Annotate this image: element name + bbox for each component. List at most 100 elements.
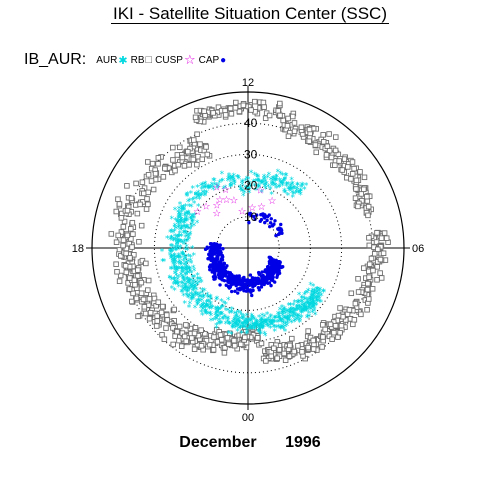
rb-point	[340, 313, 346, 320]
series-aur: ******* ** ********* ***************** *****…	[160, 168, 327, 342]
rb-point	[305, 328, 311, 334]
rb-point	[364, 307, 370, 313]
aur-point: *	[176, 239, 181, 249]
cap-point	[218, 261, 223, 266]
rb-point	[179, 154, 186, 161]
rb-point	[189, 335, 195, 341]
aur-point: *	[175, 240, 180, 250]
aur-point: *	[236, 174, 241, 184]
aur-point: *	[174, 254, 179, 264]
aur-point: *	[186, 284, 191, 294]
aur-point: *	[180, 261, 185, 271]
aur-point: *	[175, 237, 180, 247]
aur-point: *	[184, 228, 189, 238]
aur-point: *	[187, 265, 192, 275]
aur-point: *	[184, 210, 189, 220]
rb-point	[143, 260, 149, 267]
aur-point: *	[206, 297, 211, 307]
rb-point	[194, 161, 200, 168]
rb-point	[191, 137, 197, 143]
aur-point: *	[170, 254, 175, 264]
rb-point	[186, 162, 192, 168]
rb-point	[127, 255, 133, 261]
aur-point: *	[258, 329, 263, 339]
cusp-point: ☆	[221, 185, 230, 196]
cap-point	[270, 276, 274, 280]
aur-point: *	[188, 226, 193, 236]
cap-point	[217, 265, 222, 269]
rb-point	[118, 253, 124, 259]
rb-point	[133, 295, 140, 302]
rb-point	[224, 335, 231, 341]
aur-point: *	[194, 279, 199, 289]
rb-point	[351, 165, 357, 172]
rb-point	[120, 237, 127, 243]
aur-point: *	[193, 290, 198, 300]
cap-point	[217, 272, 222, 276]
rb-point	[233, 99, 239, 106]
rb-point	[145, 201, 151, 208]
page-title: IKI - Satellite Situation Center (SSC)	[110, 4, 389, 24]
aur-point: *	[216, 313, 221, 323]
cap-point	[257, 288, 262, 292]
aur-point: *	[176, 219, 181, 229]
aur-point: *	[214, 310, 219, 320]
rb-point	[225, 341, 232, 347]
rb-point	[337, 305, 343, 311]
rb-point	[210, 110, 216, 116]
aur-point: *	[179, 225, 184, 235]
rb-point	[206, 341, 213, 348]
cap-point	[274, 260, 278, 264]
aur-point: *	[169, 265, 174, 275]
rb-point	[231, 342, 238, 349]
aur-point: *	[238, 324, 243, 334]
aur-point: *	[198, 276, 203, 286]
rb-point	[333, 134, 339, 140]
aur-point: *	[173, 269, 178, 279]
rb-point	[127, 275, 133, 281]
rb-point	[339, 167, 346, 173]
aur-point: *	[181, 267, 186, 277]
rb-point	[158, 309, 165, 316]
aur-point: *	[205, 302, 210, 312]
aur-point: *	[178, 244, 183, 254]
aur-point: *	[186, 210, 191, 220]
aur-point: *	[169, 227, 174, 237]
rb-point	[147, 309, 154, 316]
aur-point: *	[218, 310, 223, 320]
aur-point: *	[189, 216, 194, 226]
cap-point	[213, 268, 217, 272]
cap-point	[215, 247, 219, 252]
rb-point	[146, 296, 153, 302]
rb-point	[128, 195, 135, 202]
aur-point: *	[209, 317, 214, 327]
cap-point	[211, 275, 216, 279]
cap-point	[236, 291, 240, 295]
aur-point: *	[201, 300, 206, 310]
rb-point	[116, 201, 123, 207]
rb-point	[349, 171, 356, 177]
radial-tick-30: 30	[244, 147, 258, 161]
aur-point: *	[211, 317, 216, 327]
aur-point: *	[176, 254, 181, 264]
rb-point	[240, 102, 247, 109]
aur-point: *	[171, 258, 176, 268]
aur-point: *	[197, 276, 202, 286]
rb-point	[338, 322, 345, 329]
cap-point	[270, 264, 274, 268]
aur-point: *	[191, 280, 196, 290]
rb-point	[140, 190, 147, 197]
aur-point: *	[216, 308, 221, 318]
legend-label-aur: AUR	[96, 54, 118, 66]
aur-point: *	[175, 281, 180, 291]
rb-point	[332, 162, 338, 168]
rb-point	[377, 256, 384, 263]
rb-point	[116, 278, 123, 284]
aur-point: *	[202, 304, 207, 314]
rb-point	[135, 267, 141, 273]
cap-point	[273, 219, 277, 223]
aur-point: *	[204, 301, 209, 311]
cap-point	[227, 278, 232, 282]
aur-point: *	[287, 314, 292, 324]
aur-point: *	[193, 284, 198, 294]
